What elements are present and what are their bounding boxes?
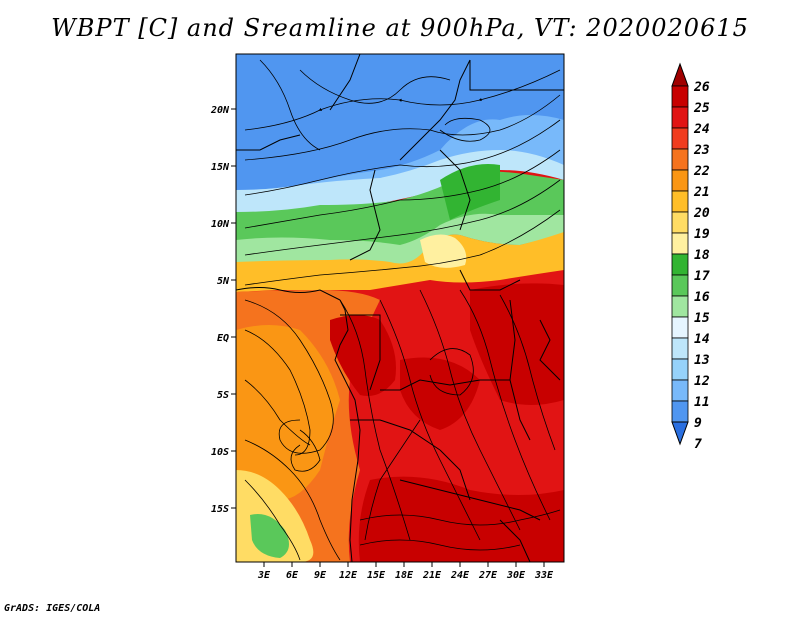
lat-label: 5N [217,276,230,287]
lat-label: 20N [210,105,230,116]
temperature-field [236,54,564,562]
lon-label: 6E [286,570,299,581]
colorbar-max-arrow [671,62,689,87]
colorbar-label: 22 [693,164,710,179]
colorbar-swatch [671,358,689,381]
lon-label: 33E [534,570,554,581]
colorbar-label: 13 [694,353,710,368]
longitude-axis [263,562,545,567]
lon-label: 9E [314,570,327,581]
colorbar-label: 11 [694,395,710,410]
colorbar-label: 18 [694,248,710,263]
lat-label: 15S [211,504,229,515]
colorbar-swatch [671,211,689,234]
map-frame [235,53,565,563]
colorbar-label: 16 [694,290,710,305]
country-borders [236,54,564,562]
lon-label: 18E [395,570,414,581]
colorbar-swatch [671,253,689,276]
lon-label: 27E [478,570,498,581]
colorbar-label: 15 [694,311,710,326]
colorbar-min-arrow [671,421,689,446]
longitude-labels: 3E 6E 9E 12E 15E 18E 21E 24E 27E 30E 33E [257,570,554,581]
colorbar-swatch [671,148,689,171]
colorbar-label: 14 [694,332,710,347]
colorbar-swatch [671,274,689,297]
lon-label: 24E [450,570,470,581]
colorbar-swatch [671,337,689,360]
lat-label: 10S [211,447,229,458]
colorbar-label: 23 [693,143,710,158]
colorbar-swatch [671,400,689,423]
lon-label: 21E [422,570,442,581]
colorbar-swatch [671,127,689,150]
colorbar-label: 24 [693,122,710,137]
colorbar-label: 12 [694,374,710,389]
colorbar-swatch [671,316,689,339]
lat-label: 10N [211,219,230,230]
colorbar-label: 9 [694,416,702,431]
latitude-axis [231,108,236,509]
lon-label: 12E [339,570,358,581]
lon-label: 15E [367,570,386,581]
colorbar-swatch [671,232,689,255]
colorbar-label: 26 [693,80,710,95]
colorbar-swatch [671,379,689,402]
lat-label: 15N [211,162,230,173]
credit-label: GrADS: IGES/COLA [4,603,101,614]
lat-label: EQ [217,333,229,344]
colorbar-swatch [671,106,689,129]
colorbar-swatch [671,190,689,213]
colorbar-label: 19 [694,227,710,242]
colorbar-label: 25 [693,101,710,116]
colorbar-label: 21 [693,185,710,200]
colorbar-label: 17 [694,269,710,284]
lat-label: 5S [217,390,229,401]
colorbar-swatch [671,169,689,192]
colorbar-label: 20 [693,206,710,221]
colorbar-label: 7 [694,437,702,452]
lon-label: 3E [257,570,271,581]
colorbar: 26 25 24 23 22 21 20 19 18 17 16 15 14 13 12 11 9 7 [671,62,710,452]
latitude-labels: 20N 15N 10N 5N EQ 5S 10S 15S [210,105,230,515]
lon-label: 30E [506,570,526,581]
map-title: WBPT [C] and Sreamline at 900hPa, VT: 20… [51,14,749,42]
streamlines [244,59,561,561]
colorbar-swatch [671,85,689,108]
colorbar-swatch [671,295,689,318]
